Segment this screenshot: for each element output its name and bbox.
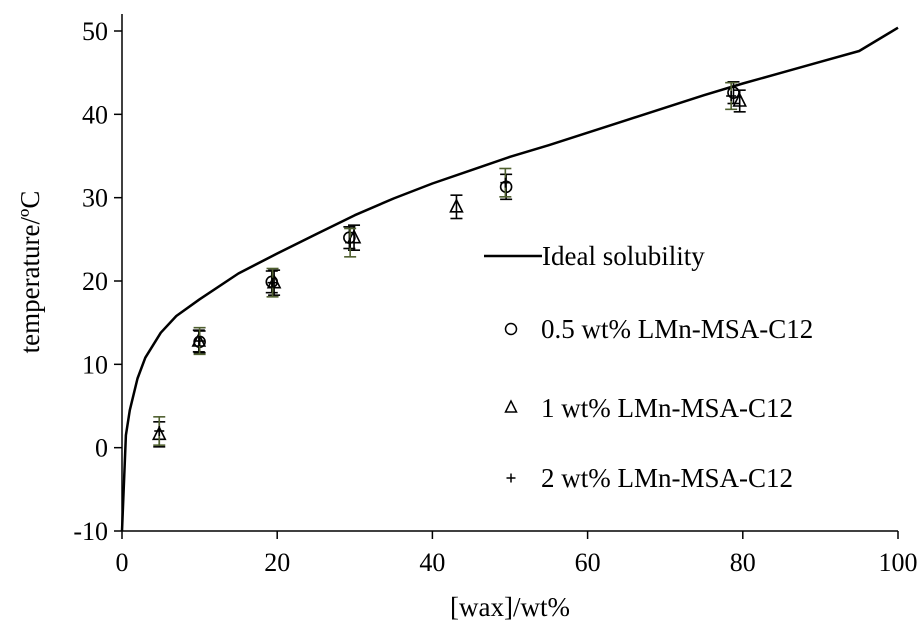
legend: Ideal solubility 0.5 wt% LMn-MSA-C12 1 w… (484, 241, 813, 493)
x-tick-label: 80 (730, 548, 756, 577)
data-point-triangle (449, 198, 464, 213)
data-point-plus (267, 277, 278, 288)
legend-marker-plus (506, 473, 516, 483)
y-tick-label: -10 (73, 517, 108, 546)
data-points-layer (151, 81, 747, 448)
y-tick-label: 50 (82, 17, 108, 46)
legend-marker-circle (504, 322, 518, 336)
data-point-triangle (266, 273, 282, 289)
series-circle (193, 81, 740, 354)
legend-label-ideal-solubility: Ideal solubility (542, 241, 705, 271)
y-tick-label: 40 (82, 100, 108, 129)
x-tick-label: 0 (116, 548, 129, 577)
ideal-solubility-line (120, 26, 899, 532)
x-tick-label: 100 (879, 548, 918, 577)
x-axis-title: [wax]/wt% (450, 592, 570, 622)
data-point-plus (345, 237, 356, 248)
x-tick-label: 40 (419, 548, 445, 577)
y-tick-label: 30 (82, 184, 108, 213)
ideal-solubility-layer (120, 26, 899, 532)
legend-marker-triangle (504, 399, 518, 413)
series-plus (153, 81, 738, 446)
x-tick-label: 60 (575, 548, 601, 577)
x-axis-ticks: 0 20 40 60 80 100 (116, 531, 918, 577)
data-point-triangle (732, 92, 747, 107)
y-tick-label: 10 (82, 350, 108, 379)
data-point-plus (726, 91, 737, 101)
data-point-plus (500, 177, 511, 188)
data-point-plus (154, 426, 165, 436)
y-axis-ticks: -10 0 10 20 30 40 50 (73, 17, 122, 546)
error-bar (727, 81, 740, 105)
y-axis-title: temperature/ºC (15, 191, 45, 354)
y-tick-label: 20 (82, 267, 108, 296)
y-tick-label: 0 (95, 434, 108, 463)
legend-label-series-0: 0.5 wt% LMn-MSA-C12 (541, 314, 813, 344)
plot-area (121, 14, 898, 532)
legend-label-series-1: 1 wt% LMn-MSA-C12 (541, 393, 793, 423)
legend-label-series-2: 2 wt% LMn-MSA-C12 (541, 463, 793, 493)
x-tick-label: 20 (264, 548, 290, 577)
data-point-plus (194, 336, 205, 346)
